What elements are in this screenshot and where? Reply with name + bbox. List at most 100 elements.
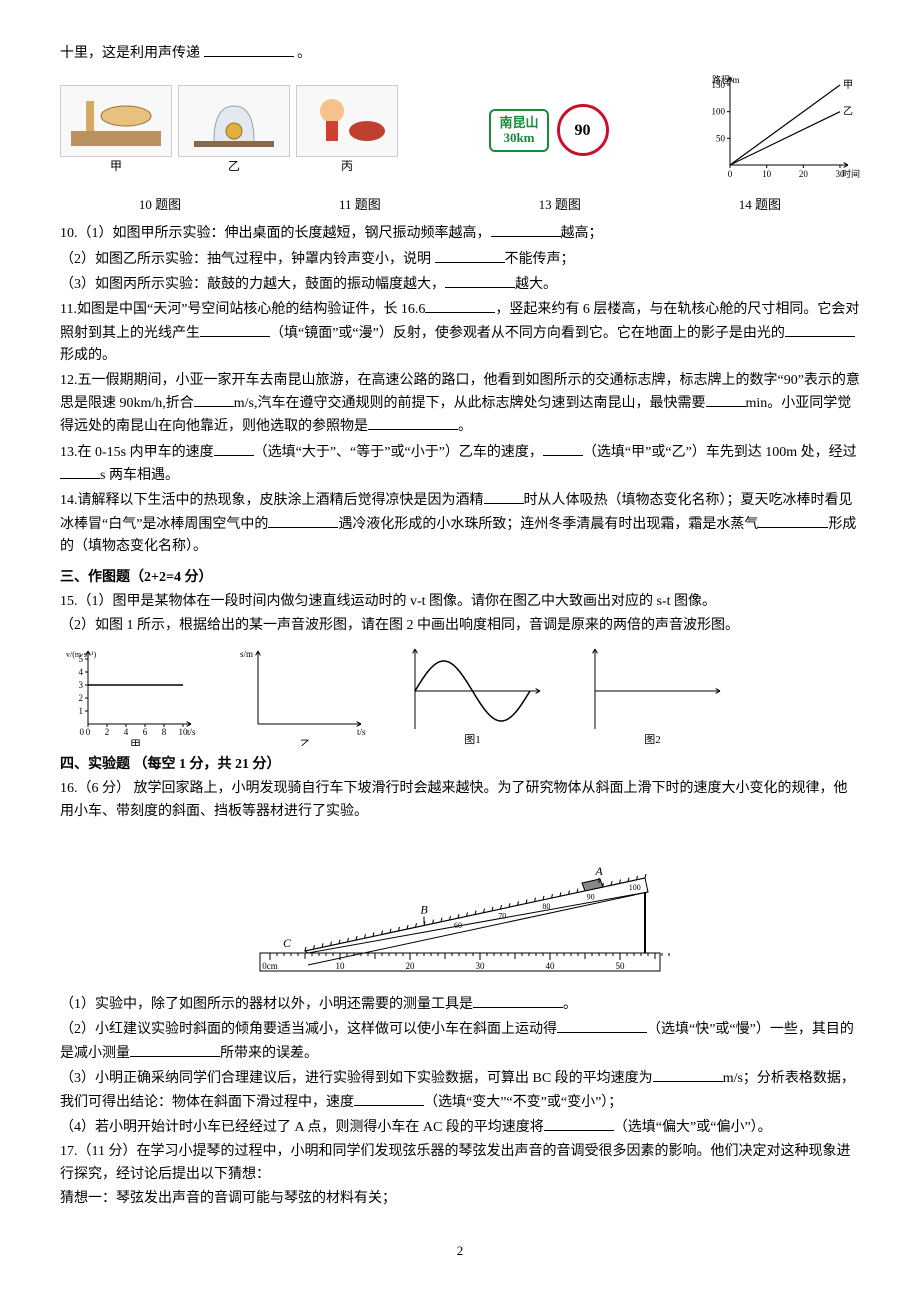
- blank: [194, 392, 234, 407]
- q12: 12.五一假期期间，小亚一家开车去南昆山旅游，在高速公路的路口，他看到如图所示的…: [60, 370, 860, 439]
- blank: [706, 392, 746, 407]
- blank: [204, 42, 294, 57]
- blank: [491, 222, 561, 237]
- svg-text:80: 80: [542, 902, 550, 911]
- blank: [354, 1091, 424, 1106]
- fig-label-14: 14 题图: [739, 195, 781, 216]
- svg-text:A: A: [594, 864, 603, 878]
- svg-text:甲: 甲: [130, 739, 141, 746]
- blank: [653, 1067, 723, 1082]
- svg-text:8: 8: [162, 727, 167, 737]
- blank: [473, 993, 563, 1008]
- blank: [758, 513, 828, 528]
- svg-text:10: 10: [762, 169, 772, 179]
- blank: [445, 273, 515, 288]
- caption-bing: 丙: [296, 157, 398, 176]
- q17-guess1: 猜想一：琴弦发出声音的音调可能与琴弦的材料有关；: [60, 1188, 860, 1210]
- svg-text:70: 70: [498, 912, 506, 921]
- intro-text: 十里，这是利用声传递: [60, 46, 200, 61]
- q16-2: （2）小红建议实验时斜面的倾角要适当减小，这样做可以使小车在斜面上运动得（选填“…: [60, 1018, 860, 1065]
- blank: [425, 298, 495, 313]
- blank: [785, 322, 855, 337]
- blank: [368, 415, 458, 430]
- intro-line: 十里，这是利用声传递 。: [60, 42, 860, 65]
- blank: [557, 1018, 647, 1033]
- q15-2: （2）如图 1 所示，根据给出的某一声音波形图，请在图 2 中画出响度相同，音调…: [60, 615, 860, 637]
- road-sign-rect: 南昆山 30km: [489, 109, 548, 152]
- svg-text:20: 20: [406, 961, 416, 971]
- figure-labels: 10 题图 11 题图 13 题图 14 题图: [60, 195, 860, 216]
- section4-heading: 四、实验题 （每空 1 分，共 21 分）: [60, 754, 860, 776]
- svg-text:路程/m: 路程/m: [712, 75, 740, 85]
- figure-row: 甲 乙 丙 南昆山 30km 90 010203050100150时间/s路程/…: [60, 75, 860, 185]
- svg-text:1: 1: [79, 706, 84, 716]
- q10-2: （2）如图乙所示实验：抽气过程中，钟罩内铃声变小，说明 不能传声；: [60, 248, 860, 271]
- blank: [484, 489, 524, 504]
- svg-text:100: 100: [629, 883, 641, 892]
- page-number: 2: [60, 1241, 860, 1262]
- q16-stem: 16.（6 分） 放学回家路上，小明发现骑自行车下坡滑行时会越来越快。为了研究物…: [60, 778, 860, 823]
- q16-3: （3）小明正确采纳同学们合理建议后，进行实验得到如下实验数据，可算出 BC 段的…: [60, 1067, 860, 1114]
- svg-text:乙: 乙: [843, 106, 853, 118]
- svg-text:B: B: [420, 902, 428, 916]
- chart15d: 图2: [580, 646, 730, 746]
- svg-text:0: 0: [728, 169, 733, 179]
- q13: 13.在 0-15s 内甲车的速度（选填“大于”、“等于”或“小于”）乙车的速度…: [60, 441, 860, 488]
- blank: [435, 248, 505, 263]
- svg-text:v/(m·s⁻¹): v/(m·s⁻¹): [66, 650, 97, 659]
- fig13-signs: 南昆山 30km 90: [489, 104, 608, 156]
- blank: [214, 441, 254, 456]
- q10-1: 10.（1）如图甲所示实验：伸出桌面的长度越短，钢尺振动频率越高，越高；: [60, 222, 860, 245]
- svg-text:0: 0: [86, 727, 91, 737]
- q10-3: （3）如图丙所示实验：敲鼓的力越大，鼓面的振动幅度越大，越大。: [60, 273, 860, 296]
- blank: [268, 513, 338, 528]
- fig-label-11: 11 题图: [339, 195, 381, 216]
- svg-text:90: 90: [587, 893, 595, 902]
- svg-text:10: 10: [336, 961, 346, 971]
- fig10-bing: [296, 85, 398, 157]
- text: 。: [297, 46, 311, 61]
- q15-1: 15.（1）图甲是某物体在一段时间内做匀速直线运动时的 v-t 图像。请你在图乙…: [60, 591, 860, 613]
- caption-yi: 乙: [178, 157, 290, 176]
- sign-top: 南昆山: [499, 115, 538, 131]
- blank: [200, 322, 270, 337]
- svg-text:乙: 乙: [300, 738, 311, 746]
- q16-4: （4）若小明开始计时小车已经经过了 A 点，则测得小车在 AC 段的平均速度将（…: [60, 1116, 860, 1139]
- svg-text:30: 30: [476, 961, 486, 971]
- svg-text:100: 100: [711, 107, 725, 117]
- q17-stem: 17.（11 分）在学习小提琴的过程中，小明和同学们发现弦乐器的琴弦发出声音的音…: [60, 1141, 860, 1186]
- blank: [544, 1116, 614, 1131]
- svg-text:50: 50: [616, 961, 626, 971]
- svg-text:图2: 图2: [644, 733, 661, 746]
- q14: 14.请解释以下生活中的热现象，皮肤涂上酒精后觉得凉快是因为酒精时从人体吸热（填…: [60, 489, 860, 558]
- blank: [130, 1042, 220, 1057]
- svg-text:6: 6: [143, 727, 148, 737]
- svg-text:40: 40: [546, 961, 556, 971]
- svg-text:50: 50: [716, 134, 726, 144]
- chart15c: 图1: [400, 646, 550, 746]
- caption-jia: 甲: [60, 157, 172, 176]
- blank: [60, 464, 100, 479]
- chart15b: t/ss/m乙: [230, 646, 370, 746]
- svg-text:图1: 图1: [464, 733, 481, 746]
- fig10-jia: [60, 85, 172, 157]
- svg-text:60: 60: [454, 921, 462, 930]
- sign-num: 90: [575, 118, 591, 144]
- fig-label-13: 13 题图: [539, 195, 581, 216]
- svg-text:3: 3: [79, 680, 84, 690]
- svg-text:4: 4: [124, 727, 129, 737]
- sign-bottom: 30km: [499, 130, 538, 146]
- svg-text:t/s: t/s: [187, 727, 196, 737]
- fig-label-10: 10 题图: [139, 195, 181, 216]
- q16-diagram: 0cm102030405060708090100ABC: [60, 833, 860, 983]
- section3-heading: 三、作图题（2+2=4 分）: [60, 567, 860, 589]
- svg-text:甲: 甲: [843, 80, 853, 91]
- svg-text:0cm: 0cm: [262, 961, 278, 971]
- fig14-chart: 010203050100150时间/s路程/m甲乙: [700, 75, 860, 185]
- chart15a: 0246810123450t/sv/(m·s⁻¹)甲: [60, 646, 200, 746]
- svg-text:t/s: t/s: [357, 727, 366, 737]
- fig10-yi: [178, 85, 290, 157]
- svg-text:时间/s: 时间/s: [842, 168, 860, 179]
- q11: 11.如图是中国“天河”号空间站核心舱的结构验证件，长 16.6，竖起来约有 6…: [60, 298, 860, 367]
- svg-text:20: 20: [799, 169, 809, 179]
